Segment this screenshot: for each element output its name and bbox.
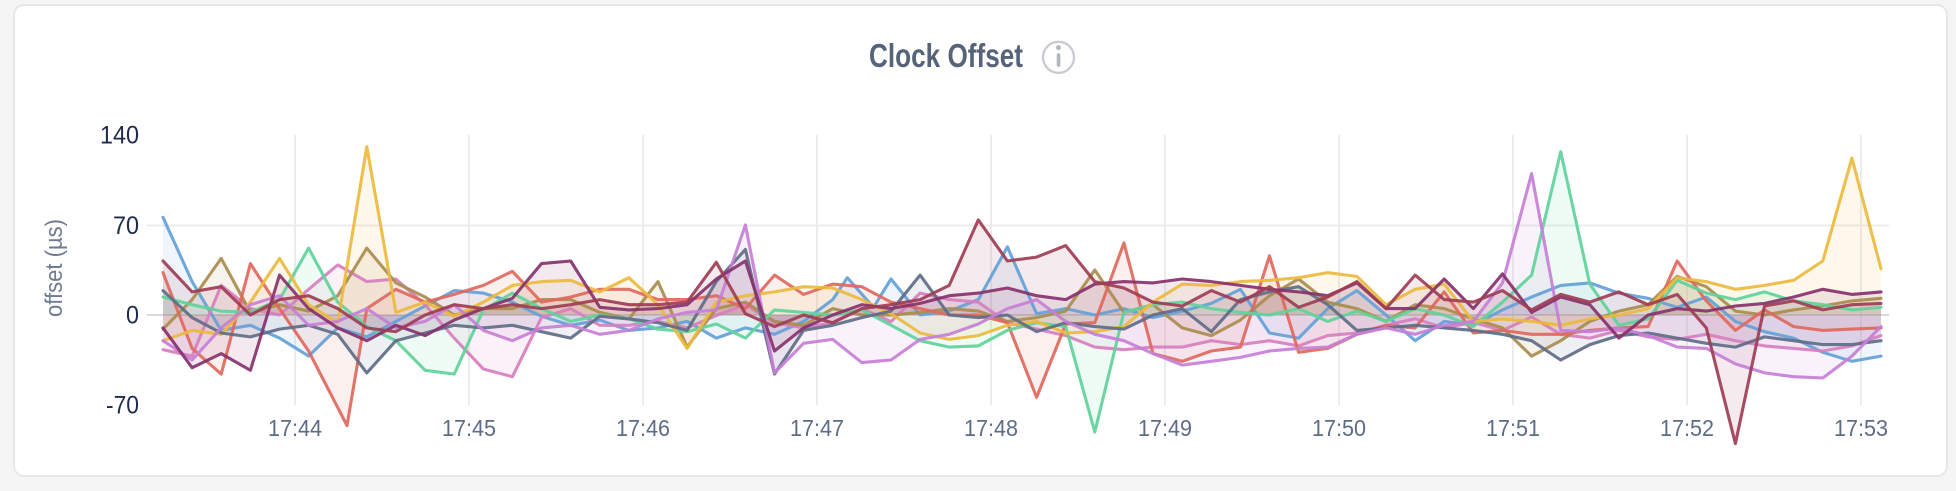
svg-text:17:47: 17:47 (790, 415, 844, 441)
svg-text:17:50: 17:50 (1312, 415, 1366, 441)
svg-text:17:53: 17:53 (1834, 415, 1888, 441)
svg-text:17:49: 17:49 (1138, 415, 1192, 441)
svg-text:17:52: 17:52 (1660, 415, 1714, 441)
svg-text:17:44: 17:44 (268, 415, 322, 441)
svg-text:17:48: 17:48 (964, 415, 1018, 441)
svg-text:offset (µs): offset (µs) (41, 219, 68, 317)
svg-text:0: 0 (126, 302, 139, 330)
svg-text:17:51: 17:51 (1486, 415, 1540, 441)
svg-text:-70: -70 (106, 392, 139, 420)
svg-text:17:46: 17:46 (616, 415, 670, 441)
svg-text:70: 70 (113, 212, 139, 240)
svg-text:140: 140 (100, 122, 139, 150)
svg-text:Clock Offset: Clock Offset (869, 37, 1023, 74)
svg-text:17:45: 17:45 (442, 415, 496, 441)
